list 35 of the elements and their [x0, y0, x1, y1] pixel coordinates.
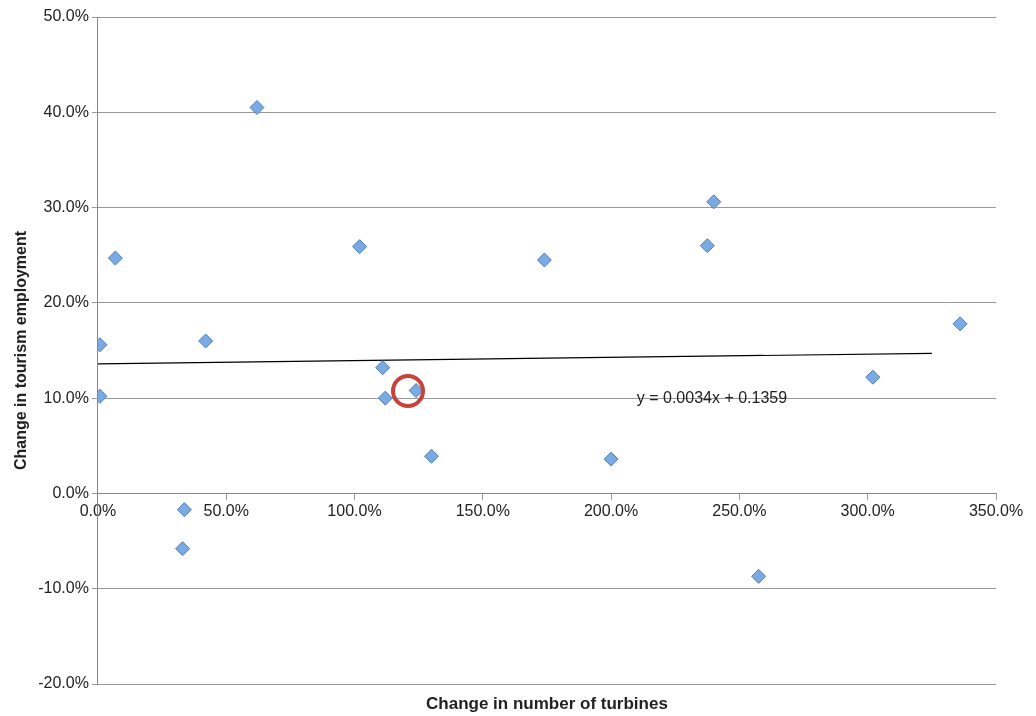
y-tick-label: -10.0% — [38, 579, 89, 597]
x-tick-label: 200.0% — [583, 502, 639, 520]
point — [176, 502, 192, 518]
point — [865, 369, 881, 385]
point — [107, 250, 123, 266]
y-tick-label: 40.0% — [43, 102, 89, 120]
point — [699, 238, 715, 254]
point — [377, 390, 393, 406]
x-tick-label: 250.0% — [712, 502, 767, 520]
y-tick-label: 50.0% — [43, 7, 89, 25]
point — [423, 448, 439, 464]
annotation: y = 0.0034x + 0.1359 — [636, 388, 788, 406]
point — [249, 100, 265, 116]
x-tick-label: 150.0% — [455, 502, 510, 520]
point — [536, 252, 552, 268]
x-tick-label: 100.0% — [327, 502, 382, 520]
point — [603, 451, 619, 467]
point — [375, 360, 391, 376]
y-tick-label: -20.0% — [38, 674, 89, 692]
point — [751, 568, 767, 584]
point — [706, 194, 722, 210]
y-axis-title: Change in tourism employment — [12, 230, 30, 471]
y-tick-label: 30.0% — [43, 197, 89, 215]
point — [352, 239, 368, 255]
x-tick-label: 300.0% — [840, 502, 895, 520]
y-tick-label: 10.0% — [43, 388, 89, 406]
y-tick-label: 20.0% — [43, 293, 89, 311]
x-tick-label: 350.0% — [968, 502, 1024, 520]
x-axis-title: Change in number of turbines — [426, 693, 668, 713]
point — [952, 316, 968, 332]
point — [175, 541, 191, 557]
y-tick-label: 0.0% — [52, 483, 89, 501]
x-tick-label: 0.0% — [79, 502, 117, 520]
point — [198, 333, 214, 349]
x-tick-label: 50.0% — [203, 502, 249, 520]
